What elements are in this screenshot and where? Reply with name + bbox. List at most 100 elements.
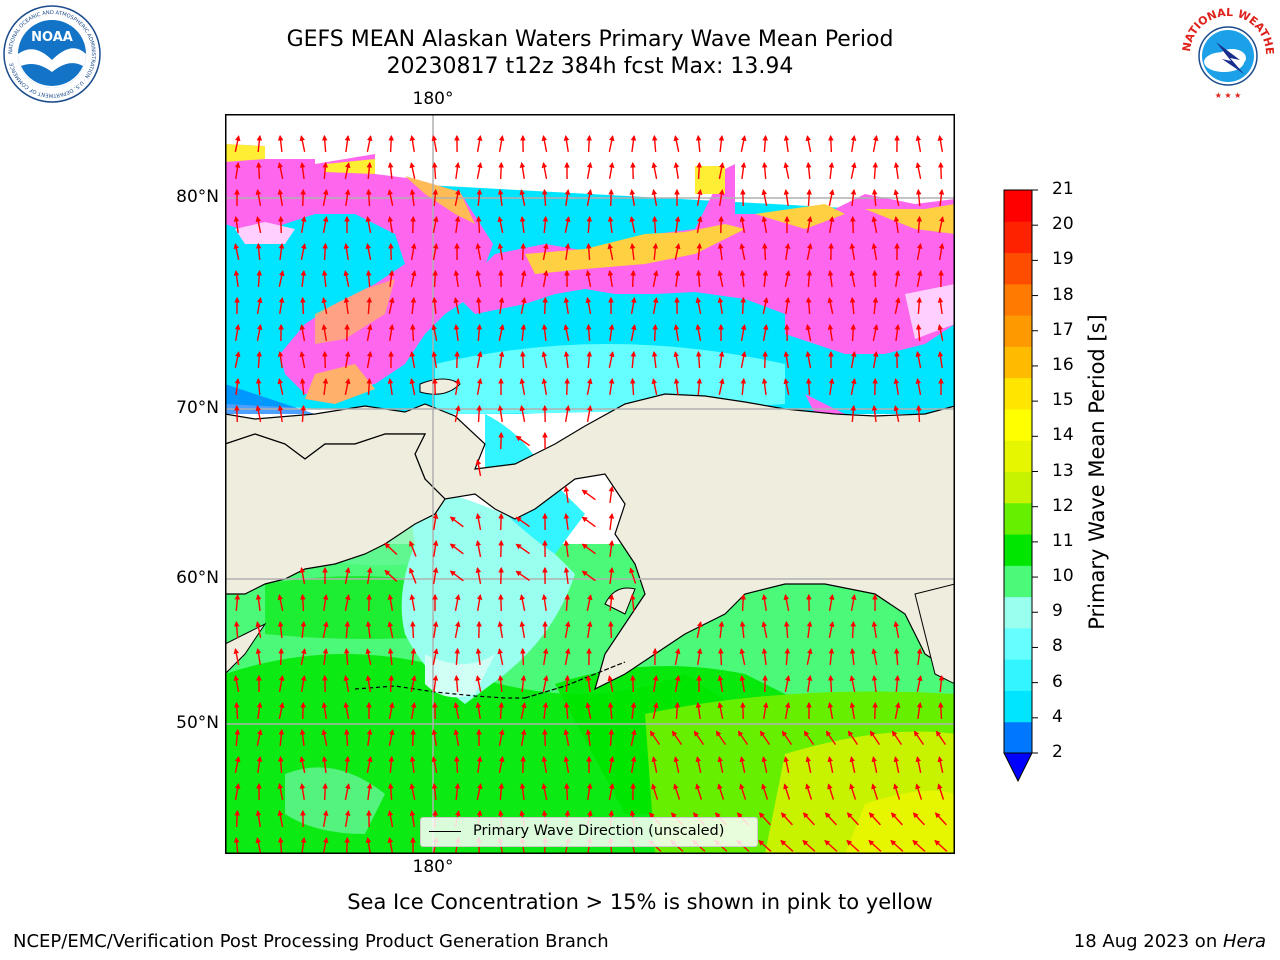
wave-direction-arrow <box>542 728 548 747</box>
wave-direction-arrow <box>629 242 636 261</box>
wave-direction-arrow <box>696 242 703 261</box>
footer-machine: Hera <box>1222 931 1266 952</box>
wave-direction-arrow <box>277 620 284 639</box>
wave-direction-arrow <box>630 756 637 774</box>
wave-direction-arrow <box>322 593 329 612</box>
wave-direction-arrow <box>278 296 285 315</box>
wave-direction-arrow <box>475 701 482 720</box>
lat-label-80: 80°N <box>176 187 219 207</box>
colorbar <box>996 180 1116 800</box>
wave-direction-arrow <box>453 755 460 774</box>
wave-direction-arrow <box>498 729 505 746</box>
wave-direction-arrow <box>893 189 900 206</box>
wave-direction-arrow <box>739 756 746 773</box>
wave-direction-arrow <box>453 297 460 314</box>
wave-direction-arrow <box>498 782 505 801</box>
colorbar-tick-label: 21 <box>1052 179 1074 199</box>
wave-direction-arrow <box>717 702 724 719</box>
wave-direction-arrow <box>366 756 373 773</box>
wave-direction-arrow <box>233 269 240 288</box>
wave-direction-arrow <box>652 242 659 261</box>
wave-direction-arrow <box>937 324 944 341</box>
wave-direction-arrow <box>872 351 879 369</box>
wave-direction-arrow <box>849 243 856 261</box>
wave-direction-arrow <box>344 594 351 611</box>
wave-direction-arrow <box>608 539 615 558</box>
wave-direction-arrow <box>234 377 241 396</box>
wave-direction-arrow <box>542 647 549 666</box>
wave-direction-arrow <box>717 242 724 261</box>
wave-direction-arrow <box>476 755 483 774</box>
wave-direction-arrow <box>476 404 483 423</box>
wave-direction-arrow <box>234 809 240 828</box>
wave-direction-arrow <box>432 377 438 396</box>
wave-direction-arrow <box>366 728 373 747</box>
wave-direction-arrow <box>365 674 372 693</box>
wave-direction-arrow <box>828 134 834 153</box>
wave-direction-arrow <box>915 188 922 207</box>
wave-direction-arrow <box>585 728 592 747</box>
wave-direction-arrow <box>388 323 395 342</box>
wave-direction-arrow <box>277 162 284 179</box>
wave-direction-arrow <box>783 620 790 639</box>
wave-direction-arrow <box>299 728 306 747</box>
wave-direction-arrow <box>300 404 307 423</box>
wave-direction-arrow <box>343 702 350 719</box>
wave-direction-arrow <box>652 675 659 693</box>
wave-direction-arrow <box>781 730 793 746</box>
colorbar-bin <box>1004 565 1032 598</box>
wave-direction-arrow <box>938 188 945 207</box>
wave-direction-arrow <box>519 621 526 638</box>
wave-direction-arrow <box>806 674 813 693</box>
wave-direction-arrow <box>541 162 548 179</box>
wave-direction-arrow <box>233 836 240 854</box>
wave-direction-arrow <box>366 351 373 368</box>
wave-direction-arrow <box>453 729 460 746</box>
wave-direction-arrow <box>739 648 746 665</box>
wave-direction-arrow <box>343 270 350 287</box>
colorbar-bin <box>1004 346 1032 379</box>
wave-direction-arrow <box>365 269 372 288</box>
wave-direction-arrow <box>454 189 461 206</box>
wave-direction-arrow <box>233 620 240 639</box>
wave-direction-arrow <box>938 216 945 233</box>
wave-direction-arrow <box>784 675 791 692</box>
wave-direction-arrow <box>893 621 900 638</box>
wave-direction-arrow <box>256 729 263 746</box>
wave-direction-arrow <box>890 812 903 826</box>
wave-direction-arrow <box>673 161 680 180</box>
wave-direction-arrow <box>476 188 483 207</box>
wave-direction-arrow <box>894 323 901 342</box>
wave-direction-arrow <box>255 377 262 396</box>
wave-direction-arrow <box>651 783 659 800</box>
wave-direction-arrow <box>893 161 900 180</box>
wave-direction-arrow <box>409 755 416 774</box>
wave-direction-arrow <box>869 730 881 746</box>
wave-direction-arrow <box>453 674 460 693</box>
wave-direction-arrow <box>387 810 394 827</box>
wave-direction-arrow <box>388 297 395 314</box>
wave-direction-arrow <box>872 296 879 315</box>
wave-direction-arrow <box>739 216 746 234</box>
wave-direction-arrow <box>762 134 769 153</box>
wave-direction-arrow <box>805 783 813 800</box>
wave-direction-arrow <box>673 324 680 342</box>
wave-direction-arrow <box>256 324 263 341</box>
wave-direction-arrow <box>256 269 263 288</box>
wave-direction-arrow <box>915 404 922 423</box>
wave-direction-arrow <box>824 812 837 826</box>
wave-direction-arrow <box>563 324 570 341</box>
colorbar-bin <box>1004 502 1032 535</box>
colorbar-tick-label: 2 <box>1052 742 1063 762</box>
wave-direction-arrow <box>872 324 879 341</box>
wave-direction-arrow <box>542 296 548 315</box>
wave-direction-arrow <box>934 839 948 852</box>
wave-direction-arrow <box>783 351 790 369</box>
wave-direction-arrow <box>498 135 505 152</box>
wave-direction-arrow <box>717 783 725 800</box>
wave-direction-arrow <box>784 242 791 261</box>
wave-direction-arrow <box>234 135 241 152</box>
wave-direction-arrow <box>674 701 681 720</box>
wave-direction-arrow <box>234 593 241 612</box>
wave-direction-arrow <box>387 377 394 396</box>
